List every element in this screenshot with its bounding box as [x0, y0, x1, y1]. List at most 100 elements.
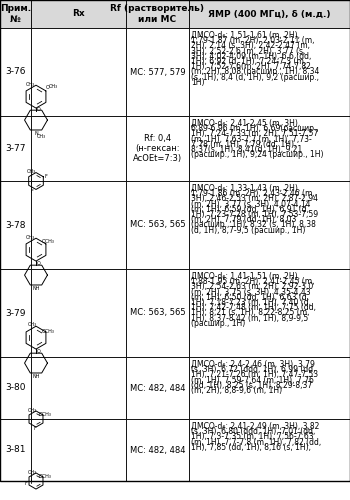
Bar [31, 28, 126, 116]
Bar [0, 357, 31, 419]
Text: (dd, 1H), 8,25 (s, 1H), 8,29-8,37: (dd, 1H), 8,25 (s, 1H), 8,29-8,37 [191, 381, 312, 390]
Bar [189, 357, 350, 419]
Text: 1H), 7,18-7,23 (m, 1H), 7,40 (d,: 1H), 7,18-7,23 (m, 1H), 7,40 (d, [191, 298, 311, 307]
Text: 3-76: 3-76 [5, 68, 26, 76]
Text: МС: 577, 579: МС: 577, 579 [130, 68, 185, 76]
Text: ДМСО-d₆: 2,41-2,49 (m, 3H), 3,82: ДМСО-d₆: 2,41-2,49 (m, 3H), 3,82 [191, 422, 319, 431]
Text: 1H), 7,24-7,33 (m, 2H), 7,51-7,57: 1H), 7,24-7,33 (m, 2H), 7,51-7,57 [191, 130, 318, 138]
Text: (расшир., 1H), 9,24 (расшир., 1H): (расшир., 1H), 9,24 (расшир., 1H) [191, 150, 323, 159]
Text: 7,78 (m, 1H), 7,79 (dd, 1H),: 7,78 (m, 1H), 7,79 (dd, 1H), [191, 140, 296, 149]
Bar [0, 28, 31, 116]
Text: (m, 2H), 3,75 (s, 3H), 4,35-4,43: (m, 2H), 3,75 (s, 3H), 4,35-4,43 [191, 288, 311, 296]
Bar [31, 269, 126, 357]
Bar [189, 419, 350, 481]
Text: (m, 1H), 7,59-7,64 (m, 1H), 7,76: (m, 1H), 7,59-7,64 (m, 1H), 7,76 [191, 376, 314, 384]
Text: 1H), 6,92 (d, 1H), 7,24-7,3 (m,: 1H), 6,92 (d, 1H), 7,24-7,3 (m, [191, 57, 306, 66]
Bar [0, 181, 31, 269]
Text: OCH₃: OCH₃ [38, 474, 51, 480]
Bar [189, 116, 350, 181]
Text: 3H), 2,54-2,63 (m, 2H), 2,92-3,0: 3H), 2,54-2,63 (m, 2H), 2,92-3,0 [191, 282, 313, 292]
Text: 1H), 8,21 (s, 1H), 8,22-8,25 (m,: 1H), 8,21 (s, 1H), 8,22-8,25 (m, [191, 308, 309, 318]
Text: Rf (растворитель)
или МС: Rf (растворитель) или МС [111, 4, 204, 24]
Text: 1H), 7,3-7,35 (m, 1H), 7,56-7,63: 1H), 7,3-7,35 (m, 1H), 7,56-7,63 [191, 432, 314, 442]
Bar [189, 0, 350, 28]
Text: CH₃: CH₃ [26, 82, 35, 86]
Text: 8,37(s, 1H), 8,41(d, 1H), 9,21: 8,37(s, 1H), 8,41(d, 1H), 9,21 [191, 145, 302, 154]
Text: (m, 2H), 8,8-9,6 (m, 1H): (m, 2H), 8,8-9,6 (m, 1H) [191, 386, 282, 395]
Text: ДМСО-d₆: 1,41-1,51 (m, 2H),: ДМСО-d₆: 1,41-1,51 (m, 2H), [191, 272, 300, 281]
Text: O: O [37, 106, 41, 112]
Bar [189, 181, 350, 269]
Bar [189, 28, 350, 116]
Text: F: F [25, 481, 28, 486]
Text: 3H), 2,52-2,6 (m, 2H), 3,77 (s,: 3H), 2,52-2,6 (m, 2H), 3,77 (s, [191, 46, 305, 56]
Text: (m, 1H), 7,7-7,8 (m, 1H), 7,82 (dd,: (m, 1H), 7,7-7,8 (m, 1H), 7,82 (dd, [191, 438, 321, 446]
Text: МС: 563, 565: МС: 563, 565 [130, 220, 185, 230]
Text: 1H): 1H) [191, 78, 204, 87]
Text: 1H), 7,23-7,28 (m, 1H), 7,53-7,59: 1H), 7,23-7,28 (m, 1H), 7,53-7,59 [191, 210, 318, 219]
Text: МС: 563, 565: МС: 563, 565 [130, 308, 185, 318]
Text: O: O [37, 260, 41, 266]
Bar [126, 357, 189, 419]
Bar [126, 269, 189, 357]
Text: NH: NH [32, 286, 40, 291]
Text: CH₃: CH₃ [28, 322, 37, 327]
Text: МС: 482, 484: МС: 482, 484 [130, 446, 185, 454]
Text: OCH₃: OCH₃ [42, 239, 55, 244]
Text: 3H), 2,46-2,53 (m, 2H), 2,87-2,94: 3H), 2,46-2,53 (m, 2H), 2,87-2,94 [191, 194, 318, 203]
Text: 1H), 7,52-7,6(m, 2H), 7,74-7,82: 1H), 7,52-7,6(m, 2H), 7,74-7,82 [191, 62, 311, 71]
Text: (m, 2H), 8,08 (расшир., 1H), 8,34: (m, 2H), 8,08 (расшир., 1H), 8,34 [191, 68, 319, 76]
Text: (m, 2H), 7,79 (dd, 1H), 8,03: (m, 2H), 7,79 (dd, 1H), 8,03 [191, 215, 296, 224]
Text: (m, 1H), 7,63-7,7 (m, 1H), 7,73-: (m, 1H), 7,63-7,7 (m, 1H), 7,73- [191, 134, 312, 143]
Bar [0, 116, 31, 181]
Text: Прим.
№: Прим. № [0, 4, 31, 24]
Text: O: O [37, 348, 41, 354]
Text: CH₃: CH₃ [49, 84, 58, 89]
Bar [126, 181, 189, 269]
Text: N: N [34, 131, 38, 136]
Text: Rf: 0,4
(н-гексан:
AcOEt=7:3): Rf: 0,4 (н-гексан: AcOEt=7:3) [133, 134, 182, 164]
Text: ДМСО-d₆: 2,4-2,46 (m, 3H), 3,79: ДМСО-d₆: 2,4-2,46 (m, 3H), 3,79 [191, 360, 315, 369]
Bar [126, 116, 189, 181]
Bar [31, 357, 126, 419]
Bar [189, 269, 350, 357]
Text: 3-81: 3-81 [5, 446, 26, 454]
Text: CH₃: CH₃ [26, 234, 35, 240]
Text: 3H), 4,02-4,09 (m, 1H), 6,6 (dd,: 3H), 4,02-4,09 (m, 1H), 6,6 (dd, [191, 52, 312, 61]
Text: CH₃: CH₃ [27, 408, 36, 412]
Text: 2H), 2,14 (s, 3H), 2,42-2,47 (m,: 2H), 2,14 (s, 3H), 2,42-2,47 (m, [191, 42, 310, 50]
Bar [31, 116, 126, 181]
Text: OCH₃: OCH₃ [42, 330, 55, 334]
Bar [0, 0, 31, 28]
Text: 3-77: 3-77 [5, 144, 26, 153]
Text: F: F [33, 426, 36, 431]
Text: МС: 482, 484: МС: 482, 484 [130, 384, 185, 392]
Text: 3-79: 3-79 [5, 308, 26, 318]
Bar [0, 269, 31, 357]
Text: CH₃: CH₃ [27, 470, 36, 474]
Bar [126, 0, 189, 28]
Text: ДМСО-d₆: 1,51-1,61 (m, 2H),: ДМСО-d₆: 1,51-1,61 (m, 2H), [191, 31, 300, 40]
Text: Rx: Rx [72, 10, 85, 18]
Text: (d, 1H), 8,7-9,5 (расшир., 1H): (d, 1H), 8,7-9,5 (расшир., 1H) [191, 226, 305, 234]
Text: (расшир., 1H): (расшир., 1H) [191, 319, 245, 328]
Text: 1,79-1,87 (m, 2H), 2,03-2,11 (m,: 1,79-1,87 (m, 2H), 2,03-2,11 (m, [191, 36, 315, 45]
Text: O: O [46, 85, 49, 90]
Text: CH₃: CH₃ [36, 134, 46, 139]
Text: (m, 1H), 6,50 (dd, 1H), 6,63 (d,: (m, 1H), 6,50 (dd, 1H), 6,63 (d, [191, 293, 309, 302]
Text: F: F [30, 188, 33, 194]
Bar [31, 0, 126, 28]
Text: ЯМР (400 МГц), δ (м.д.): ЯМР (400 МГц), δ (м.д.) [208, 10, 331, 18]
Bar [126, 419, 189, 481]
Text: 6,89-6,96 (m, 1H), 6,69(расшир.,: 6,89-6,96 (m, 1H), 6,69(расшир., [191, 124, 319, 133]
Text: 1H), 8,37-8,42 (m, 1H), 8,9-9,5: 1H), 8,37-8,42 (m, 1H), 8,9-9,5 [191, 314, 308, 322]
Text: 1H), 7,85 (dd, 1H), 8,16 (s, 1H),: 1H), 7,85 (dd, 1H), 8,16 (s, 1H), [191, 443, 311, 452]
Text: NH: NH [32, 374, 40, 379]
Bar [31, 181, 126, 269]
Bar [31, 419, 126, 481]
Text: 3-78: 3-78 [5, 220, 26, 230]
Text: 1H), 7,21-7,26 (m, 1H), 7,47-7,53: 1H), 7,21-7,26 (m, 1H), 7,47-7,53 [191, 370, 318, 380]
Text: 1,88-1,95 (m, 2H), 2,41-2,45 (m,: 1,88-1,95 (m, 2H), 2,41-2,45 (m, [191, 277, 315, 286]
Text: (m, 1H), 6,59 (dd, 1H), 6,91 (d,: (m, 1H), 6,59 (dd, 1H), 6,91 (d, [191, 205, 309, 214]
Text: (s, 1H), 8,4 (d, 1H), 9,2 (расшир.,: (s, 1H), 8,4 (d, 1H), 9,2 (расшир., [191, 72, 319, 82]
